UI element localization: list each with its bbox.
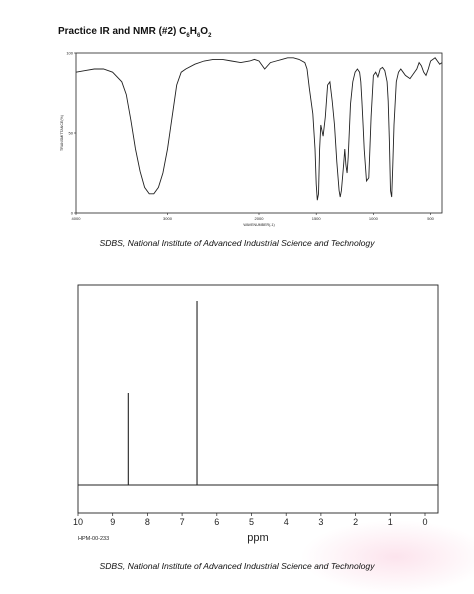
ir-x-axis-label: WAVENUMBER(-1) — [243, 223, 274, 227]
ir-x-tick-label: 1500 — [312, 216, 322, 221]
formula-o-letter: O — [200, 26, 209, 37]
formula-o-count: 2 — [208, 33, 212, 39]
nmr-x-tick-label: 5 — [249, 517, 254, 527]
ir-x-tick-label: 2000 — [255, 216, 265, 221]
nmr-plot-frame — [77, 284, 439, 514]
ir-y-tick-label: 50 — [69, 131, 74, 136]
ir-y-tick-label: 0 — [71, 211, 74, 216]
pink-smudge — [300, 520, 474, 594]
nmr-chart: 109876543210 ppm HPM-00-233 — [73, 284, 439, 544]
ir-x-tick-label: 4000 — [72, 216, 82, 221]
ir-plot-frame — [75, 52, 443, 214]
title-prefix: Practice IR and NMR (#2) C — [58, 26, 187, 37]
nmr-x-tick-label: 8 — [145, 517, 150, 527]
ir-y-axis-label: TRANSMITTANCE(%) — [60, 115, 64, 151]
ir-credit-caption: SDBS, National Institute of Advanced Ind… — [99, 238, 375, 248]
formula-c-count: 6 — [186, 33, 190, 39]
nmr-annotation: HPM-00-233 — [78, 536, 109, 542]
formula-h-count: 6 — [196, 33, 201, 39]
nmr-x-tick-label: 10 — [73, 517, 83, 527]
nmr-x-tick-label: 9 — [110, 517, 115, 527]
nmr-credit-caption: SDBS, National Institute of Advanced Ind… — [99, 561, 375, 571]
ir-x-tick-label: 1000 — [369, 216, 379, 221]
ir-x-tick-label: 500 — [427, 216, 434, 221]
ir-spectrum-line — [75, 57, 443, 201]
nmr-x-tick-label: 6 — [214, 517, 219, 527]
nmr-x-tick-label: 4 — [284, 517, 289, 527]
ir-x-tick-label: 3000 — [163, 216, 173, 221]
ir-y-tick-label: 100 — [66, 51, 73, 56]
nmr-x-axis-label: ppm — [247, 532, 268, 544]
page-title: Practice IR and NMR (#2) C6H6O2 — [58, 26, 211, 39]
formula-h-letter: H — [189, 26, 197, 37]
nmr-x-tick-label: 7 — [180, 517, 185, 527]
ir-chart: 4000 3000 2000 1500 1000 500 0 50 100 WAVENUMBE… — [60, 51, 443, 227]
